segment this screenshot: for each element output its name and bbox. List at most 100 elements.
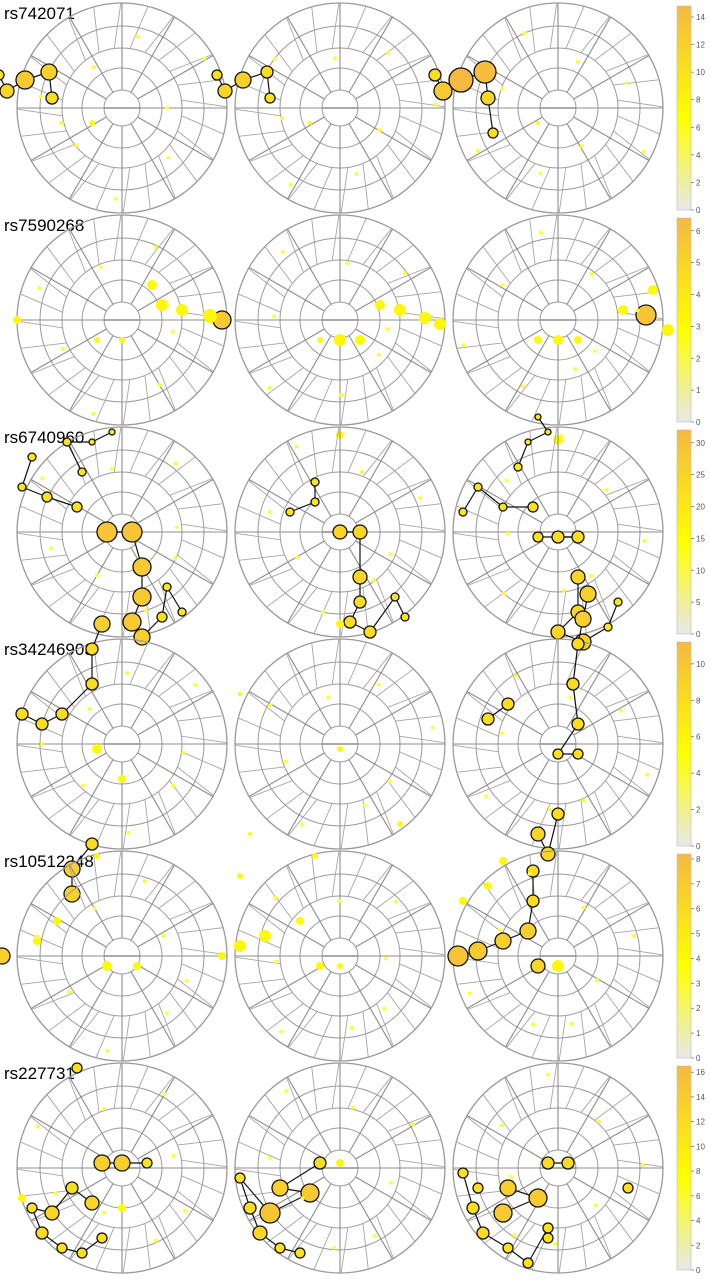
- disc-spoke: [181, 963, 224, 983]
- node: [174, 525, 179, 530]
- disc-spoke: [399, 947, 446, 956]
- disc-spoke: [68, 653, 86, 697]
- disc-spoke: [594, 1003, 612, 1047]
- disc-spoke: [16, 108, 63, 117]
- node: [77, 467, 87, 477]
- node: [237, 873, 243, 879]
- node: [534, 413, 542, 421]
- disc-panel: [211, 2, 446, 214]
- disc-spoke: [580, 1223, 587, 1270]
- node: [285, 507, 295, 517]
- disc-spoke: [288, 799, 318, 836]
- node: [93, 1154, 111, 1172]
- node: [433, 81, 453, 101]
- disc-spoke: [93, 6, 100, 53]
- node: [618, 708, 623, 713]
- node-link: [527, 431, 549, 443]
- node: [272, 314, 277, 319]
- node: [500, 283, 505, 288]
- node: [571, 717, 585, 731]
- disc-spoke: [248, 903, 325, 948]
- disc-spoke: [331, 1062, 340, 1109]
- disc-spoke: [529, 218, 536, 265]
- disc-spoke: [266, 1215, 304, 1244]
- disc-spoke: [573, 752, 650, 797]
- node: [493, 1203, 513, 1223]
- disc-panel: [452, 585, 664, 862]
- node: [534, 336, 542, 344]
- disc-spoke: [566, 547, 611, 624]
- node: [15, 707, 29, 721]
- disc-spoke: [46, 458, 75, 496]
- disc-spoke: [466, 328, 543, 373]
- disc-spoke: [456, 293, 499, 313]
- node: [252, 1225, 268, 1241]
- node: [15, 70, 35, 90]
- disc-spoke: [266, 579, 304, 608]
- disc-spoke: [129, 854, 149, 897]
- node-link: [572, 643, 579, 685]
- node: [589, 271, 594, 276]
- node: [513, 462, 523, 472]
- node: [662, 324, 674, 336]
- disc-spoke: [605, 54, 649, 72]
- node: [519, 922, 537, 940]
- node: [272, 56, 277, 61]
- disc-spoke: [482, 246, 511, 284]
- disc-spoke: [395, 342, 432, 372]
- disc-spoke: [347, 430, 367, 473]
- disc-spoke: [549, 214, 558, 261]
- disc-spoke: [287, 123, 332, 200]
- disc-spoke: [20, 978, 67, 985]
- disc-spoke: [580, 16, 610, 53]
- node: [40, 63, 58, 81]
- node: [640, 1163, 645, 1168]
- disc-spoke: [376, 32, 414, 61]
- disc-spoke: [181, 523, 228, 532]
- disc-spoke: [177, 503, 224, 510]
- node: [202, 56, 207, 61]
- disc-spoke: [348, 971, 393, 1048]
- node: [162, 582, 172, 592]
- disc-spoke: [529, 642, 536, 689]
- disc-spoke: [234, 956, 281, 965]
- disc-panel: [452, 413, 664, 651]
- node: [295, 555, 300, 560]
- disc-spoke: [565, 1066, 585, 1109]
- disc-spoke: [286, 17, 304, 61]
- node: [260, 65, 274, 79]
- disc-panel: [0, 850, 228, 1062]
- disc-spoke: [505, 228, 550, 305]
- disc-spoke: [181, 751, 224, 771]
- node: [234, 71, 252, 89]
- node: [570, 569, 586, 585]
- disc-spoke: [348, 123, 393, 200]
- node: [337, 899, 342, 904]
- disc-spoke: [69, 547, 114, 624]
- disc-spoke: [362, 864, 392, 901]
- disc-panel: [234, 850, 446, 1062]
- disc-spoke: [387, 992, 416, 1030]
- disc-spoke: [248, 479, 325, 524]
- node: [71, 1062, 83, 1074]
- node: [467, 991, 472, 996]
- node: [296, 917, 304, 925]
- disc-spoke: [287, 864, 332, 941]
- disc-spoke: [387, 144, 416, 182]
- disc-spoke: [466, 752, 543, 797]
- colorbar: 0 2 4 6 8 10 12 14 16: [676, 1065, 705, 1275]
- colorbar: 0 2 4 6 8 10 12 14: [676, 5, 705, 215]
- disc-spoke: [30, 904, 67, 934]
- colorbar-tick-label: 14: [696, 13, 705, 22]
- node: [310, 477, 320, 487]
- disc-spoke: [573, 1115, 650, 1160]
- disc-spoke: [573, 964, 650, 1009]
- node: [539, 230, 544, 235]
- disc-spoke: [144, 375, 151, 422]
- disc-spoke: [31, 144, 75, 162]
- disc-spoke: [311, 642, 318, 689]
- node: [218, 952, 226, 960]
- disc-spoke: [558, 1227, 567, 1274]
- node: [372, 1233, 377, 1238]
- disc-spoke: [558, 1015, 567, 1062]
